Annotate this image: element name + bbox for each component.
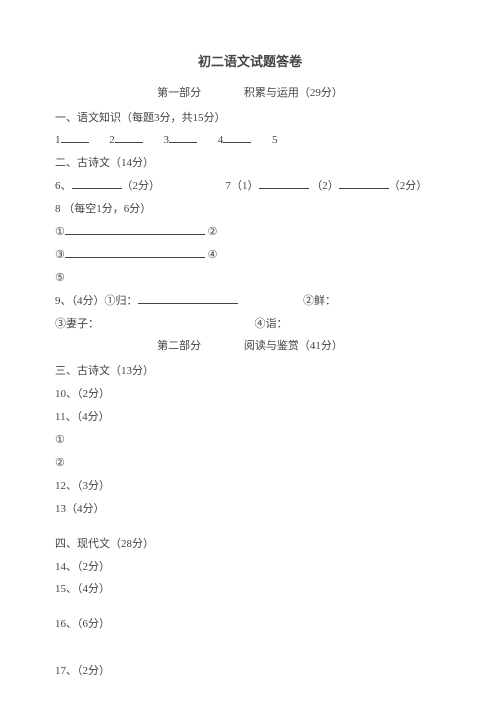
section1-blanks: 1 2 3 4 5 [55, 130, 445, 151]
q6-label: 6、 [55, 180, 72, 192]
section4-heading: 四、现代文（28分） [55, 534, 445, 555]
section3-heading: 三、古诗文（13分） [55, 361, 445, 382]
doc-title: 初二语文试题答卷 [55, 50, 445, 75]
q11: 11、（4分） [55, 407, 445, 428]
q8-row2: ③ ④ [55, 245, 445, 266]
circled-1: ① [55, 226, 65, 238]
part1-name: 积累与运用（29分） [244, 87, 343, 99]
q11-c2: ② [55, 453, 445, 474]
part2-name: 阅读与鉴赏（41分） [244, 340, 343, 352]
q12: 12、（3分） [55, 476, 445, 497]
q15: 15、（4分） [55, 579, 445, 600]
section1-heading: 一、语文知识（每题3分，共15分） [55, 108, 445, 129]
q14: 14、（2分） [55, 557, 445, 578]
blank [259, 178, 309, 189]
blank [223, 132, 251, 143]
q9-row2: ③妻子： ④诣： [55, 314, 445, 335]
q7-pts: （2分） [389, 180, 428, 192]
blank [115, 132, 143, 143]
circled-3: ③ [55, 249, 65, 261]
q10: 10、（2分） [55, 384, 445, 405]
blank [61, 132, 89, 143]
q6-pts: （2分） [122, 180, 161, 192]
part1-label: 第一部分 [157, 87, 201, 99]
q5-num: 5 [272, 134, 278, 146]
q9d-label: ④诣： [255, 318, 288, 330]
part1-header: 第一部分 积累与运用（29分） [55, 83, 445, 104]
q6-q7-row: 6、 （2分） 7（1） （2） （2分） [55, 176, 445, 197]
circled-5: ⑤ [55, 272, 65, 284]
blank [65, 224, 205, 235]
q9a-label: 9、（4分）①归： [55, 295, 138, 307]
q7a-label: 7（1） [226, 180, 259, 192]
circled-4: ④ [208, 249, 218, 261]
blank [72, 178, 122, 189]
circled-2: ② [208, 226, 218, 238]
q7b-label: （2） [311, 180, 339, 192]
blank [339, 178, 389, 189]
blank [138, 293, 238, 304]
q8-row3: ⑤ [55, 268, 445, 289]
blank [65, 247, 205, 258]
part2-header: 第二部分 阅读与鉴赏（41分） [55, 336, 445, 357]
q11-c1: ① [55, 430, 445, 451]
q9b-label: ②鲜： [303, 295, 336, 307]
q17: 17、（2分） [55, 661, 445, 682]
q13: 13（4分） [55, 499, 445, 520]
q9-row1: 9、（4分）①归： ②鲜： [55, 291, 445, 312]
q16: 16、（6分） [55, 614, 445, 635]
part2-label: 第二部分 [157, 340, 201, 352]
q8-label: 8 （每空1分，6分） [55, 199, 445, 220]
q8-row1: ① ② [55, 222, 445, 243]
blank [169, 132, 197, 143]
section2-heading: 二、古诗文（14分） [55, 153, 445, 174]
q9c-label: ③妻子： [55, 318, 99, 330]
